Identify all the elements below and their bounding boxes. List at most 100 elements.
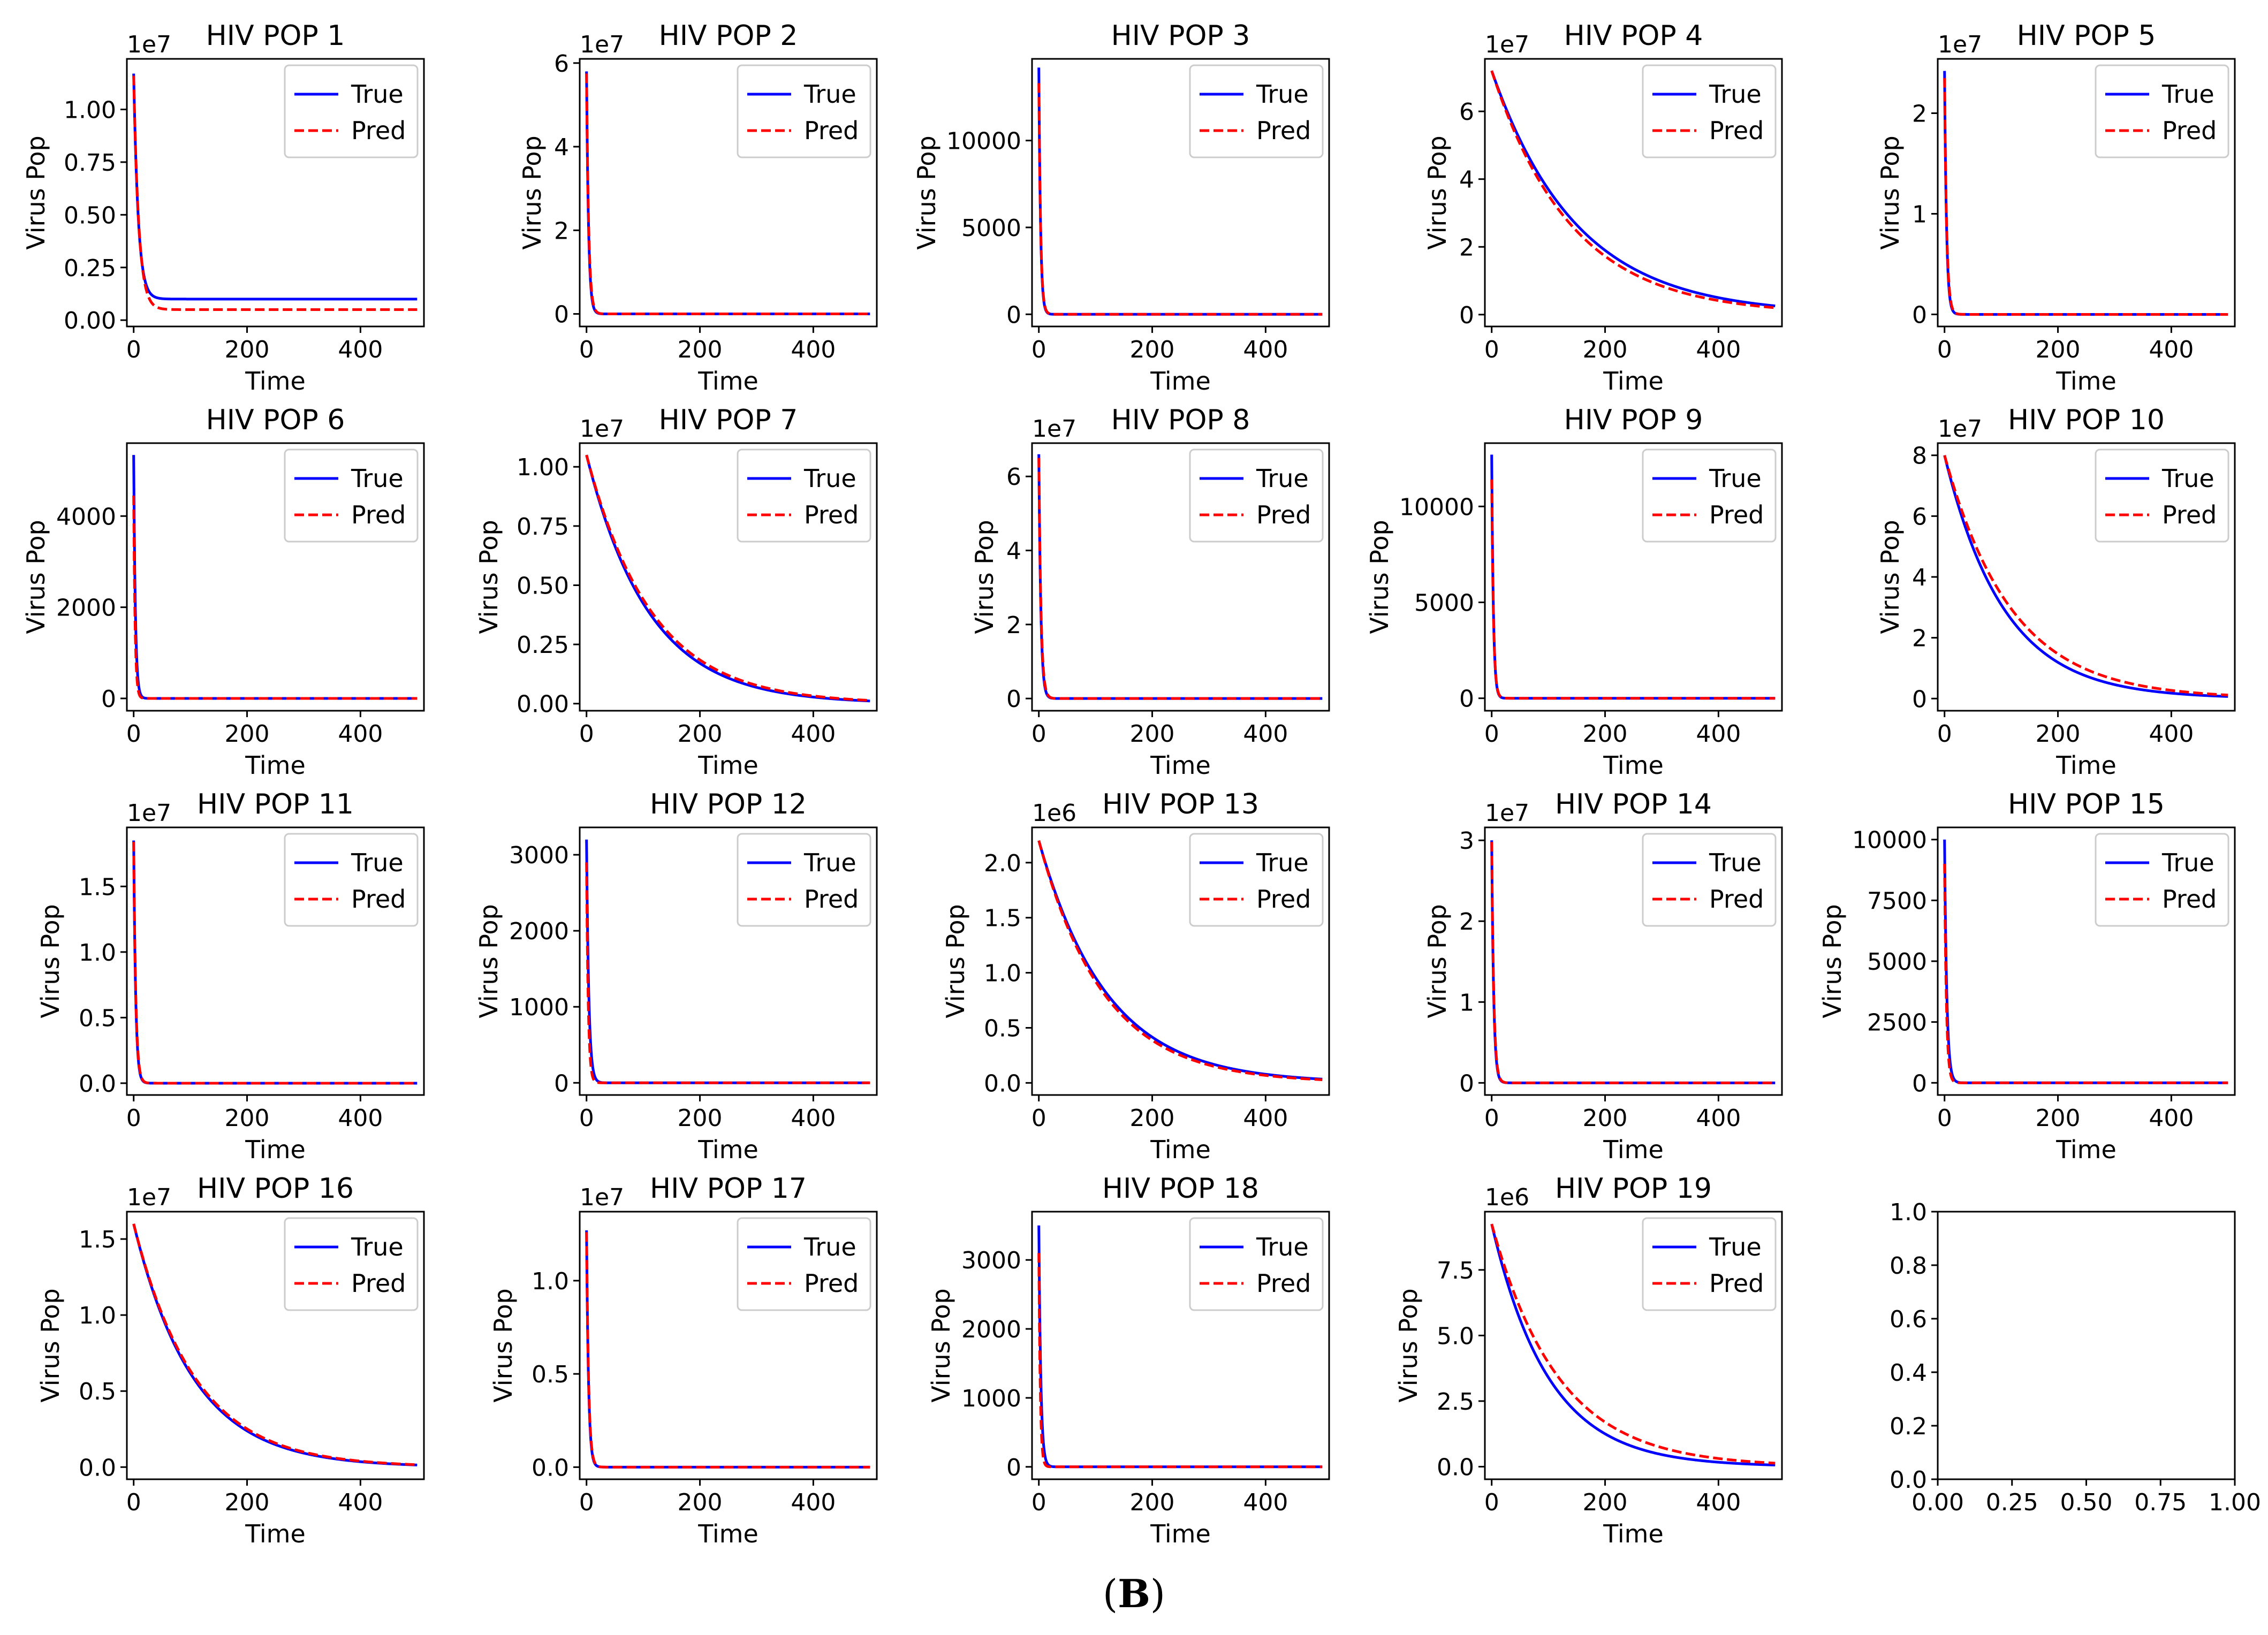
subplot-title: HIV POP 16 — [197, 1173, 354, 1205]
axes-frame — [126, 442, 425, 712]
y-tick-label: 0.0 — [79, 1454, 116, 1481]
legend-pred-label: Pred — [2162, 116, 2217, 145]
legend-true-label: True — [351, 464, 404, 493]
pred-series-line — [585, 862, 870, 1084]
x-tick-label: 400 — [791, 1105, 836, 1132]
y-tick-label: 0.75 — [517, 513, 569, 541]
y-tick-label: 0.6 — [1890, 1306, 1927, 1333]
offset-text: 1e7 — [127, 1184, 171, 1211]
offset-text: 1e7 — [580, 1184, 624, 1211]
pred-series-line — [1490, 1223, 1776, 1465]
legend-pred-label: Pred — [804, 500, 859, 529]
axes-frame — [1031, 1211, 1330, 1480]
legend-true-label: True — [351, 848, 404, 877]
y-tick-label: 0.0 — [532, 1454, 569, 1481]
pred-series-line — [585, 73, 870, 316]
subplot-14: 0 200 400 0 1 2 3 HIV POP 14 1e7 Time Virus Pop Tru… — [1423, 788, 1783, 1164]
y-tick-label: 0 — [554, 1070, 569, 1097]
x-tick-label: 200 — [1130, 336, 1175, 363]
axes-frame — [579, 826, 878, 1096]
x-tick-label: 400 — [1696, 1105, 1741, 1132]
subplot-8: 0 200 400 0 2 4 6 HIV POP 8 1e7 Time Virus Pop True… — [970, 404, 1330, 780]
legend-pred-label: Pred — [804, 885, 859, 914]
subplot-10: 0 200 400 0 2 4 6 8 HIV POP 10 1e7 Time Virus Pop Tr… — [1876, 404, 2236, 780]
x-axis-label: Time — [1603, 367, 1664, 396]
y-tick-label: 0.0 — [1437, 1454, 1474, 1481]
legend-box — [737, 448, 871, 543]
y-tick-label: 1.0 — [79, 939, 116, 967]
y-tick-label: 0.5 — [532, 1361, 569, 1388]
legend-true-label: True — [2161, 848, 2214, 877]
y-tick-label: 3000 — [961, 1247, 1021, 1274]
x-tick-label: 0 — [1031, 720, 1046, 748]
x-axis-label: Time — [697, 367, 758, 396]
y-tick-label: 1 — [1912, 201, 1927, 228]
offset-text: 1e7 — [1938, 415, 1982, 443]
y-tick-label: 5.0 — [1437, 1322, 1474, 1350]
x-tick-label: 0 — [1031, 336, 1046, 363]
x-tick-label: 200 — [1583, 720, 1628, 748]
axes-frame — [1484, 58, 1783, 328]
y-tick-label: 0 — [101, 686, 116, 713]
x-axis-label: Time — [1150, 1135, 1211, 1164]
legend-box — [1189, 1217, 1324, 1311]
pred-series-line — [1943, 78, 2228, 316]
y-tick-label: 2 — [1459, 234, 1474, 261]
y-tick-label: 7500 — [1867, 887, 1927, 915]
offset-text: 1e6 — [1032, 800, 1076, 827]
subplot-7: 0 200 400 0.00 0.25 0.50 0.75 1.00 HIV POP 7 1e7 T… — [474, 404, 878, 780]
axes-frame — [579, 442, 878, 712]
x-tick-label: 400 — [2149, 1105, 2194, 1132]
subplot-title: HIV POP 6 — [206, 404, 345, 436]
legend: True Pred — [1189, 833, 1324, 927]
x-tick-label: 200 — [1583, 1105, 1628, 1132]
legend-box — [737, 833, 871, 927]
x-tick-label: 0.50 — [2060, 1489, 2113, 1516]
y-tick-label: 3 — [1459, 827, 1474, 855]
axes-frame — [579, 1211, 878, 1480]
legend-true-label: True — [803, 80, 856, 109]
offset-text: 1e7 — [1032, 415, 1076, 443]
x-axis-label: Time — [2055, 1135, 2117, 1164]
y-tick-label: 1.00 — [517, 454, 569, 481]
y-tick-label: 0.8 — [1890, 1252, 1927, 1280]
pred-series-line — [1943, 864, 2228, 1084]
y-tick-label: 6 — [1912, 503, 1927, 530]
legend-pred-label: Pred — [1256, 500, 1311, 529]
axes-frame — [1937, 58, 2236, 328]
legend-true-label: True — [2161, 80, 2214, 109]
y-tick-label: 0 — [1912, 1070, 1927, 1097]
offset-text: 1e7 — [1485, 800, 1529, 827]
x-tick-label: 200 — [1130, 1105, 1175, 1132]
legend: True Pred — [737, 833, 871, 927]
legend-pred-label: Pred — [351, 116, 406, 145]
pred-series-line — [1037, 1253, 1323, 1469]
offset-text: 1e7 — [580, 415, 624, 443]
y-axis-label: Virus Pop — [1876, 135, 1905, 249]
x-tick-label: 1.00 — [2209, 1489, 2261, 1516]
y-tick-label: 4 — [554, 134, 569, 161]
y-tick-label: 2000 — [509, 918, 569, 945]
x-tick-label: 200 — [225, 1105, 270, 1132]
y-tick-label: 1.0 — [1890, 1199, 1927, 1226]
y-tick-label: 0.75 — [64, 149, 116, 177]
x-tick-label: 0 — [1937, 336, 1952, 363]
axes-frame — [126, 1211, 425, 1480]
legend-pred-label: Pred — [1709, 885, 1764, 914]
subplot-15: 0 200 400 0 2500 5000 7500 10000 HIV POP 15 Time V… — [1818, 788, 2236, 1164]
x-tick-label: 200 — [678, 1489, 723, 1516]
subplot-title: HIV POP 5 — [2017, 20, 2156, 52]
legend-pred-label: Pred — [1256, 1269, 1311, 1298]
y-axis-label: Virus Pop — [36, 904, 65, 1018]
legend-box — [1642, 1217, 1777, 1311]
x-tick-label: 0 — [579, 336, 594, 363]
x-tick-label: 0.00 — [1912, 1489, 1964, 1516]
x-tick-label: 200 — [225, 1489, 270, 1516]
legend-pred-label: Pred — [2162, 500, 2217, 529]
legend-true-label: True — [803, 464, 856, 493]
y-axis-label: Virus Pop — [1423, 135, 1452, 249]
y-tick-label: 0.00 — [64, 307, 116, 334]
subplot-title: HIV POP 1 — [206, 20, 345, 52]
offset-text: 1e7 — [127, 31, 171, 58]
axes-frame — [1484, 442, 1783, 712]
